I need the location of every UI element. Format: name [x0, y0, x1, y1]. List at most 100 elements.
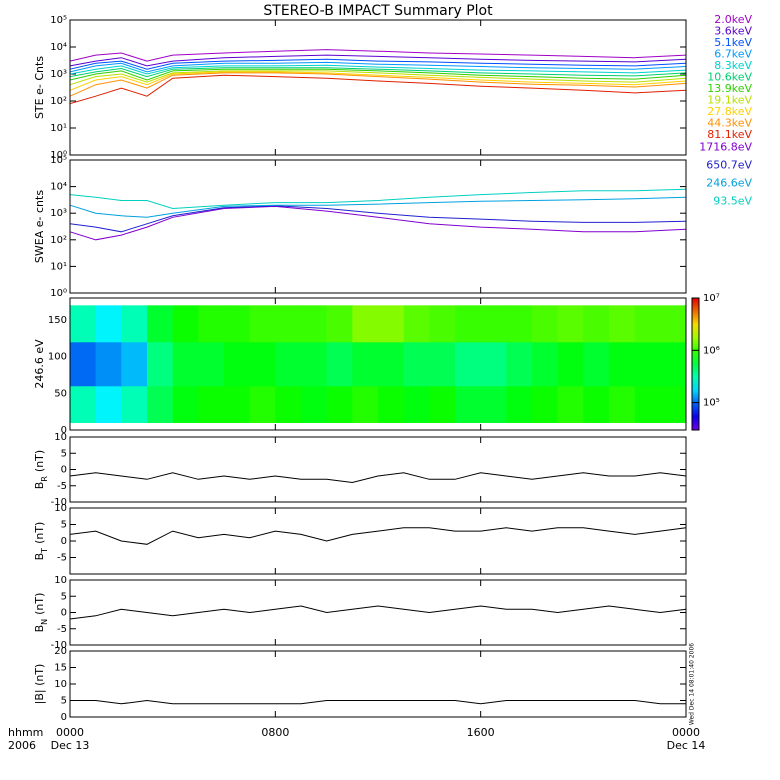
y-axis-label: STE e- Cnts — [33, 56, 46, 119]
y-tick-label: 0 — [61, 425, 67, 436]
timestamp: Wed Dec 14 08:01:40 2006 — [689, 643, 696, 725]
data-line — [69, 71, 687, 91]
y-tick-label: 0 — [61, 465, 67, 476]
y-tick-label: 10 — [54, 503, 67, 514]
heatmap-cell — [301, 386, 327, 423]
heatmap-cell — [95, 305, 122, 343]
heatmap-cell — [378, 342, 404, 387]
legend-entry: 13.9keV — [707, 82, 752, 95]
heatmap-cell — [634, 386, 661, 423]
heatmap-cell — [70, 305, 96, 343]
heatmap-cell — [634, 342, 661, 387]
heatmap-cell — [532, 342, 558, 387]
panel-frame — [69, 159, 687, 294]
heatmap-cell — [609, 305, 635, 343]
heatmap-cell — [378, 386, 404, 423]
y-tick-label: 10 — [54, 679, 67, 690]
y-tick-label: 5 — [61, 520, 67, 531]
heatmap-cell — [634, 305, 661, 343]
y-tick-label: 100 — [48, 352, 67, 363]
colorbar-tick-label: 10⁵ — [703, 398, 720, 409]
data-line — [69, 196, 687, 218]
y-axis-label-sub: T — [40, 548, 49, 554]
y-tick-label: 20 — [54, 646, 67, 657]
heatmap-cell — [403, 342, 430, 387]
legend-entry: 10.6keV — [707, 71, 752, 84]
y-tick-label: 10⁴ — [50, 42, 67, 53]
panel-frame — [69, 19, 687, 156]
y-tick-label: 10⁵ — [50, 155, 67, 166]
y-axis-label: BN (nT) — [33, 593, 49, 633]
panel-frame — [69, 507, 687, 575]
heatmap-cell — [480, 305, 507, 343]
heatmap-cell — [532, 386, 558, 423]
y-tick-label: 50 — [54, 388, 67, 399]
heatmap-cell — [557, 342, 584, 387]
y-tick-label: 10 — [54, 575, 67, 586]
heatmap-cell — [480, 386, 507, 423]
y-tick-label: 10² — [50, 235, 67, 246]
colorbar — [691, 297, 700, 431]
y-tick-label: -10 — [51, 640, 67, 651]
data-line — [69, 49, 687, 62]
heatmap-cell — [275, 305, 302, 343]
data-line — [69, 64, 687, 75]
heatmap-cell — [147, 386, 173, 423]
heatmap-cell — [506, 305, 533, 343]
y-axis-label-unit: (nT) — [33, 593, 46, 615]
data-line — [69, 54, 687, 67]
heatmap-cell — [660, 386, 687, 423]
y-tick-label: 0 — [61, 536, 67, 547]
heatmap-cell — [429, 342, 456, 387]
heatmap-cell — [480, 342, 507, 387]
y-axis-label: SWEA e- cnts — [33, 190, 46, 263]
y-tick-label: -5 — [57, 553, 67, 564]
legend-entry: 19.1keV — [707, 94, 752, 107]
x-tick-label: 1600 — [467, 726, 495, 739]
heatmap-cell — [121, 305, 148, 343]
legend-entry: 6.7keV — [714, 48, 752, 61]
data-line — [69, 67, 687, 78]
y-axis-label-unit: (nT) — [33, 450, 46, 472]
heatmap-cell — [301, 342, 327, 387]
y-tick-label: 10 — [54, 432, 67, 443]
heatmap-cell — [70, 342, 96, 387]
heatmap-cell — [583, 305, 610, 343]
heatmap-cell — [70, 386, 96, 423]
y-tick-label: 5 — [61, 696, 67, 707]
legend-entry: 8.3keV — [714, 59, 752, 72]
heatmap-cell — [378, 305, 404, 343]
y-tick-label: 5 — [61, 591, 67, 602]
x-tick-label: 0000 — [56, 726, 84, 739]
heatmap-cell — [660, 342, 687, 387]
heatmap-cell — [455, 342, 481, 387]
heatmap-cell — [172, 305, 199, 343]
heatmap-cell — [609, 386, 635, 423]
y-tick-label: 0 — [61, 608, 67, 619]
legend-entry: 27.8keV — [707, 105, 752, 118]
legend-entry: 93.5eV — [713, 195, 752, 208]
y-tick-label: 10⁰ — [50, 150, 67, 161]
y-axis-label-base: B — [33, 625, 46, 633]
x-date-label: Dec 14 — [667, 739, 706, 752]
heatmap-cell — [429, 386, 456, 423]
heatmap-cell — [326, 386, 353, 423]
y-tick-label: 5 — [61, 448, 67, 459]
y-axis-label: BR (nT) — [33, 450, 49, 489]
heatmap-cell — [455, 386, 481, 423]
data-line — [69, 61, 687, 73]
legend-entry: 1716.8eV — [699, 141, 752, 154]
heatmap-cell — [249, 305, 276, 343]
heatmap-cell — [224, 305, 250, 343]
heatmap-cell — [583, 386, 610, 423]
heatmap-cell — [198, 305, 225, 343]
y-tick-label: -5 — [57, 624, 67, 635]
legend-entry: 650.7eV — [706, 159, 752, 172]
heatmap-cell — [198, 386, 225, 423]
y-tick-label: 10² — [50, 96, 67, 107]
colorbar-tick-label: 10⁷ — [703, 293, 720, 304]
y-tick-label: -10 — [51, 497, 67, 508]
heatmap-cell — [609, 342, 635, 387]
heatmap-cell — [95, 342, 122, 387]
data-line — [69, 58, 687, 70]
